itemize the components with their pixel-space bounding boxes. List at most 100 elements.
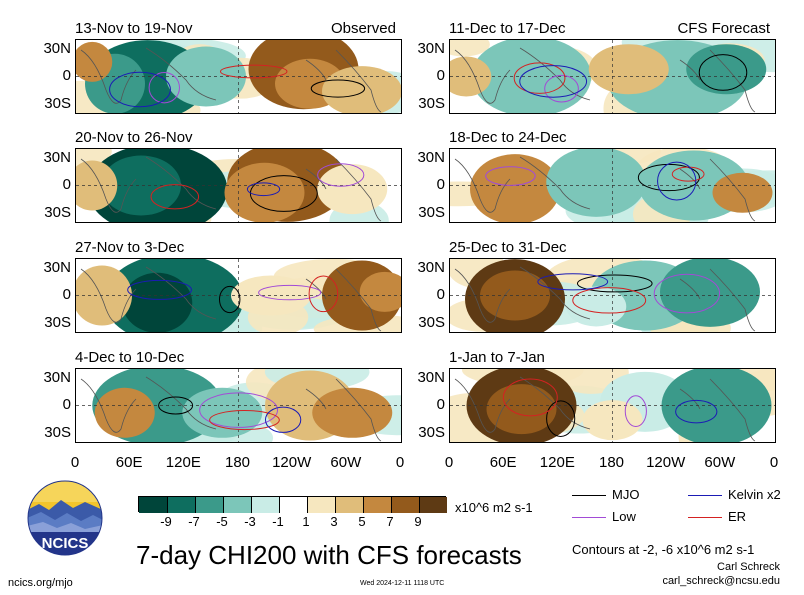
- contour-line: [637, 163, 700, 192]
- anomaly-region: [566, 286, 627, 327]
- colorbar-tick-label: -5: [216, 514, 228, 529]
- map-field: [75, 368, 402, 443]
- longitude-label: 120E: [539, 454, 575, 471]
- contour-line: [317, 163, 365, 187]
- map-field: [449, 258, 776, 333]
- longitude-label: 0: [444, 454, 454, 471]
- contour-line: [653, 273, 721, 314]
- latitude-label: 30N: [43, 149, 71, 166]
- longitude-label: 60W: [330, 454, 362, 471]
- anomaly-region: [76, 41, 113, 82]
- map-field: [449, 368, 776, 443]
- contour-line: [310, 79, 366, 98]
- longitude-label: 120E: [165, 454, 201, 471]
- anomaly-region: [166, 46, 246, 107]
- latitude-label: 30S: [418, 424, 445, 441]
- latitude-label: 0: [62, 176, 71, 193]
- contour-note: Contours at -2, -6 x10^6 m2 s-1: [572, 542, 755, 557]
- anomaly-region: [588, 44, 669, 95]
- latitude-label: 30S: [44, 424, 71, 441]
- colorbar-swatch: [391, 497, 419, 513]
- contour-line: [264, 406, 302, 433]
- longitude-label: 0: [769, 454, 779, 471]
- map-field: [449, 148, 776, 223]
- panel-title: 1-Jan to 7-Jan: [449, 349, 545, 366]
- panel-tag: CFS Forecast: [677, 20, 770, 37]
- anomaly-region: [582, 400, 643, 441]
- author-email: carl_schreck@ncsu.edu: [662, 575, 780, 587]
- contour-line: [109, 71, 171, 108]
- colorbar: -9 -7 -5 -3 -1 1 3 5 7 9: [138, 496, 447, 536]
- latitude-label: 0: [62, 286, 71, 303]
- contour-line: [199, 392, 279, 428]
- panel-tag: Observed: [330, 20, 396, 37]
- latitude-label: 30N: [43, 40, 71, 57]
- anomaly-region: [480, 270, 550, 321]
- map-field: [75, 258, 402, 333]
- colorbar-swatch: [251, 497, 279, 513]
- longitude-label: 180: [224, 454, 251, 471]
- panel-title: 25-Dec to 31-Dec: [449, 239, 567, 256]
- colorbar-swatch: [335, 497, 363, 513]
- contour-line: [127, 279, 192, 300]
- contour-line: [576, 274, 653, 293]
- contour-line: [502, 378, 558, 417]
- colorbar-tick-label: 9: [414, 514, 422, 529]
- colorbar-tick-label: -1: [272, 514, 284, 529]
- latitude-label: 0: [436, 67, 445, 84]
- colorbar-swatch: [167, 497, 195, 513]
- anomaly-region: [471, 40, 592, 113]
- contour-line: [150, 184, 200, 210]
- contour-line: [698, 54, 748, 91]
- longitude-label: 120W: [272, 454, 312, 471]
- anomaly-region: [712, 172, 773, 213]
- colorbar-units: x10^6 m2 s-1: [455, 500, 533, 515]
- contour-line: [249, 175, 318, 212]
- contour-line: [546, 400, 576, 437]
- source-url: ncics.org/mjo: [8, 577, 73, 589]
- colorbar-swatch: [223, 497, 251, 513]
- map-field: [75, 148, 402, 223]
- colorbar-tick-label: 7: [386, 514, 394, 529]
- latitude-label: 30S: [418, 204, 445, 221]
- contour-line: [219, 64, 288, 79]
- latitude-label: 30S: [418, 314, 445, 331]
- anomaly-region: [322, 66, 401, 113]
- contour-line: [219, 285, 241, 314]
- colorbar-tick-label: 5: [358, 514, 366, 529]
- anomaly-region: [76, 265, 132, 326]
- latitude-label: 0: [436, 396, 445, 413]
- colorbar-swatch: [139, 497, 167, 513]
- panel-title: 4-Dec to 10-Dec: [75, 349, 185, 366]
- latitude-label: 30S: [44, 314, 71, 331]
- latitude-label: 30N: [43, 369, 71, 386]
- latitude-label: 30N: [417, 369, 445, 386]
- anomaly-region: [486, 384, 557, 435]
- contour-line: [657, 161, 697, 201]
- low-legend-line: [572, 517, 606, 518]
- colorbar-swatch: [307, 497, 335, 513]
- anomaly-region: [686, 44, 767, 95]
- latitude-label: 0: [62, 396, 71, 413]
- latitude-label: 30S: [44, 95, 71, 112]
- mjo-legend-line: [572, 495, 606, 496]
- map-field: [75, 39, 402, 114]
- map-field: [449, 39, 776, 114]
- longitude-label: 180: [598, 454, 625, 471]
- anomaly-region: [224, 162, 305, 222]
- anomaly-region: [470, 154, 560, 222]
- anomaly-region: [359, 271, 401, 312]
- contour-line: [158, 396, 194, 415]
- latitude-label: 30N: [43, 259, 71, 276]
- author: Carl Schreck: [717, 561, 780, 573]
- ncics-logo: NCICS: [27, 480, 103, 556]
- contour-line: [148, 71, 180, 104]
- anomaly-region: [101, 155, 181, 216]
- anomaly-region: [312, 387, 393, 438]
- colorbar-swatch: [363, 497, 391, 513]
- anomaly-region: [660, 259, 760, 327]
- contour-line: [572, 287, 647, 314]
- panel-title: 18-Dec to 24-Dec: [449, 129, 567, 146]
- mjo-legend-label: MJO: [612, 487, 640, 502]
- colorbar-swatch: [279, 497, 307, 513]
